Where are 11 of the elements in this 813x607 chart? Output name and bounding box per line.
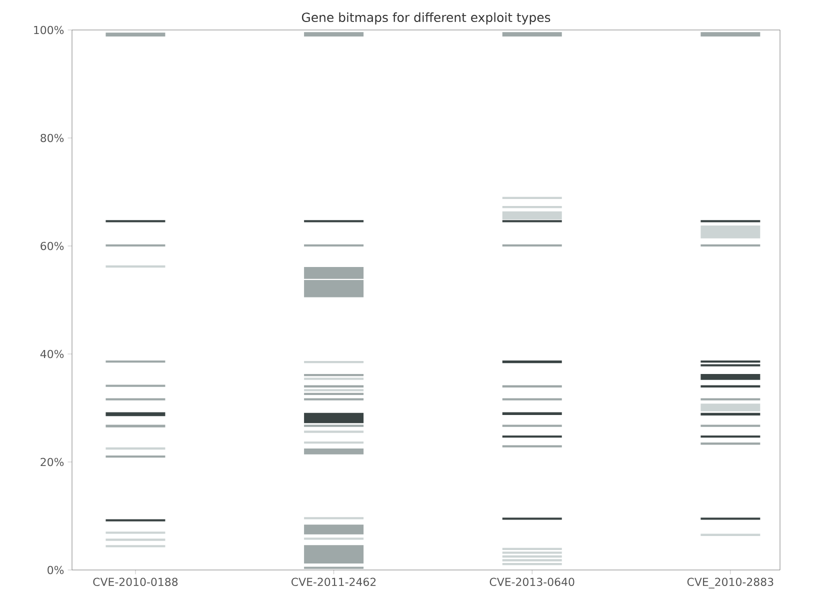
x-tick-label: CVE-2010-0188 [93,578,178,586]
x-tick-label: CVE-2011-2462 [292,578,376,586]
y-tick-label: 20% [40,458,64,466]
y-tick-label: 40% [40,350,64,358]
y-tick-label: 80% [40,134,64,142]
chart-title: Gene bitmaps for different exploit types [302,12,550,24]
y-tick-label: 0% [48,566,64,574]
y-tick-label: 60% [40,242,64,250]
x-tick-label: CVE-2013-0640 [490,578,574,586]
x-tick-label: CVE_2010-2883 [687,578,774,588]
y-tick-label: 100% [34,26,64,34]
